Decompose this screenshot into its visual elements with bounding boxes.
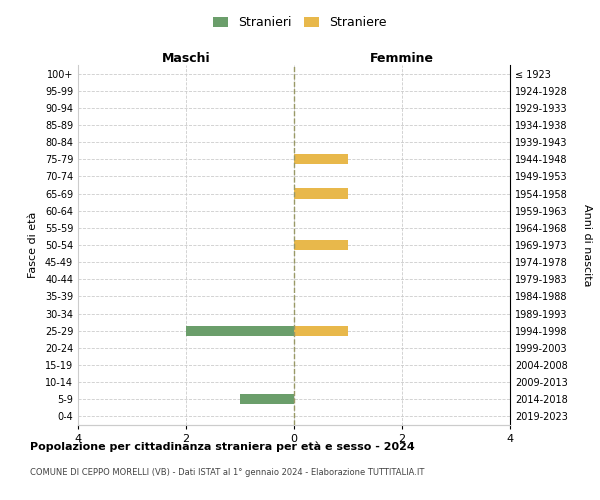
Bar [294, 154, 348, 164]
Text: Maschi: Maschi [161, 52, 211, 65]
Legend: Stranieri, Straniere: Stranieri, Straniere [208, 11, 392, 34]
Bar [294, 240, 348, 250]
Y-axis label: Anni di nascita: Anni di nascita [582, 204, 592, 286]
Text: Popolazione per cittadinanza straniera per età e sesso - 2024: Popolazione per cittadinanza straniera p… [30, 442, 415, 452]
Bar [294, 188, 348, 198]
Bar [186, 326, 294, 336]
Y-axis label: Fasce di età: Fasce di età [28, 212, 38, 278]
Bar [294, 326, 348, 336]
Bar [240, 394, 294, 404]
Text: COMUNE DI CEPPO MORELLI (VB) - Dati ISTAT al 1° gennaio 2024 - Elaborazione TUTT: COMUNE DI CEPPO MORELLI (VB) - Dati ISTA… [30, 468, 424, 477]
Text: Femmine: Femmine [370, 52, 434, 65]
